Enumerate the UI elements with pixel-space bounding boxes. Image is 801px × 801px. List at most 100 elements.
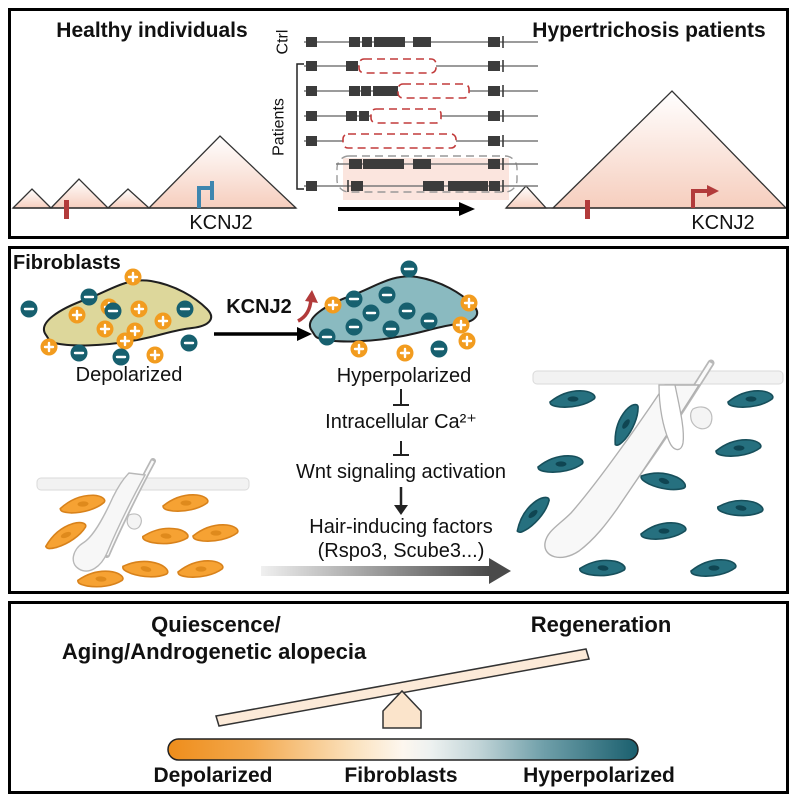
- genomic-direction-arrow: [338, 202, 475, 216]
- teal-fibroblast-icon: [509, 492, 556, 536]
- plus-charge-icon: [451, 315, 471, 335]
- orange-fibroblast-icon: [76, 568, 125, 590]
- plus-charge-icon: [123, 267, 143, 287]
- signaling-pathway: Intracellular Ca²⁺ Wnt signaling activat…: [261, 389, 511, 584]
- orange-fibroblast-icon: [58, 493, 107, 515]
- minus-charge-icon: [19, 299, 39, 319]
- plus-charge-icon: [457, 331, 477, 351]
- gene-label-right: KCNJ2: [691, 212, 754, 234]
- telogen-follicle-illustration: [36, 458, 250, 590]
- pathway-calcium: Intracellular Ca²⁺: [325, 411, 477, 433]
- healthy-locus: [11, 135, 298, 209]
- axis-label-depolarized: Depolarized: [153, 764, 272, 787]
- minus-charge-icon: [397, 301, 417, 321]
- plus-charge-icon: [129, 299, 149, 319]
- patient-tracks: Ctrl Patients: [271, 30, 538, 216]
- minus-charge-icon: [361, 303, 381, 323]
- plus-charge-icon: [349, 339, 369, 359]
- teal-fibroblast-icon: [716, 495, 765, 521]
- track-label-ctrl: Ctrl: [275, 30, 292, 55]
- anagen-follicle-illustration: [509, 359, 784, 580]
- minus-charge-icon: [344, 289, 364, 309]
- orange-fibroblast-icon: [162, 494, 209, 512]
- orange-fibroblast-icon: [192, 524, 239, 542]
- upregulation-arrow-icon: [297, 290, 318, 323]
- quiescence-label-line2: Aging/Androgenetic alopecia: [62, 639, 367, 664]
- fibroblasts-panel: Fibroblasts Dep: [8, 246, 789, 594]
- quiescence-label-line1: Quiescence/: [151, 612, 281, 637]
- minus-charge-icon: [175, 299, 195, 319]
- panel-title-fibroblasts: Fibroblasts: [13, 252, 121, 274]
- teal-fibroblast-icon: [638, 464, 689, 497]
- depolarized-cell: Depolarized: [19, 267, 212, 386]
- teal-fibroblast-icon: [715, 439, 762, 457]
- sebaceous-gland: [126, 513, 142, 530]
- gene-label-left: KCNJ2: [189, 212, 252, 234]
- fibroblasts-panel-figure: Fibroblasts Dep: [13, 252, 784, 590]
- plus-charge-icon: [115, 331, 135, 351]
- plus-charge-icon: [67, 305, 87, 325]
- seesaw-fulcrum: [382, 689, 422, 729]
- kcnj2-induction: KCNJ2: [214, 290, 318, 341]
- duplication-dashed-box: [336, 155, 518, 193]
- title-healthy: Healthy individuals: [56, 19, 247, 42]
- exon-ticks: [347, 36, 504, 192]
- tad-peak: [11, 188, 53, 209]
- exon-boxes: [306, 37, 500, 191]
- axis-label-hyperpolarized: Hyperpolarized: [523, 764, 675, 787]
- minus-charge-icon: [377, 285, 397, 305]
- transition-arrow: [214, 327, 312, 341]
- pathway-factors-2: (Rspo3, Scube3...): [318, 540, 485, 562]
- genomics-panel: Healthy individuals Hypertrichosis patie…: [8, 8, 789, 239]
- deletion-dashed-box: [370, 108, 442, 124]
- deletion-dashed-box: [397, 83, 470, 99]
- tad-peak: [106, 188, 151, 209]
- seesaw-plank: [215, 648, 590, 727]
- track-label-patients: Patients: [271, 98, 288, 156]
- teal-fibroblast-icon: [578, 556, 627, 580]
- plus-charge-icon: [145, 345, 165, 365]
- genomics-panel-figure: Healthy individuals Hypertrichosis patie…: [11, 19, 786, 234]
- plus-charge-icon: [395, 343, 415, 363]
- enhancer-tick: [64, 200, 69, 219]
- minus-charge-icon: [381, 319, 401, 339]
- hair-shaft-core: [105, 460, 155, 556]
- patients-bracket: [296, 63, 304, 190]
- minus-charge-icon: [111, 347, 131, 367]
- tad-peak: [551, 90, 786, 209]
- state-label-depolarized: Depolarized: [76, 364, 183, 386]
- down-arrow-icon: [394, 487, 408, 515]
- minus-charge-icon: [103, 301, 123, 321]
- deletion-dashed-box: [358, 58, 437, 74]
- inactive-promoter-icon: [197, 181, 214, 208]
- plus-charge-icon: [323, 295, 343, 315]
- balance-panel: Quiescence/ Aging/Androgenetic alopecia …: [8, 601, 789, 794]
- gradient-transition-arrow: [261, 558, 511, 584]
- hyperpolarized-cell: Hyperpolarized: [309, 259, 479, 387]
- tad-peak: [49, 178, 110, 209]
- minus-charge-icon: [419, 311, 439, 331]
- minus-charge-icon: [317, 327, 337, 347]
- follicle-sheath: [72, 472, 147, 572]
- plus-charge-icon: [153, 311, 173, 331]
- inhibition-icon: [393, 389, 409, 406]
- minus-charge-icon: [179, 333, 199, 353]
- axis-label-fibroblasts: Fibroblasts: [344, 764, 457, 787]
- title-hypertrichosis: Hypertrichosis patients: [532, 19, 765, 42]
- enhancer-tick: [585, 200, 590, 219]
- minus-charge-icon: [69, 343, 89, 363]
- minus-charge-icon: [344, 317, 364, 337]
- polarization-gradient-bar: [167, 738, 639, 761]
- minus-charge-icon: [399, 259, 419, 279]
- pathway-factors-1: Hair-inducing factors: [309, 516, 492, 538]
- teal-fibroblast-icon: [537, 455, 584, 473]
- skin-surface: [532, 370, 784, 385]
- pathway-wnt: Wnt signaling activation: [296, 461, 506, 483]
- regeneration-label: Regeneration: [531, 612, 672, 637]
- club-hair-follicle: [658, 384, 685, 451]
- teal-fibroblast-icon: [690, 559, 737, 577]
- orange-fibroblast-icon: [120, 554, 171, 584]
- balance-panel-figure: Quiescence/ Aging/Androgenetic alopecia …: [62, 612, 675, 787]
- teal-fibroblast-icon: [640, 522, 687, 540]
